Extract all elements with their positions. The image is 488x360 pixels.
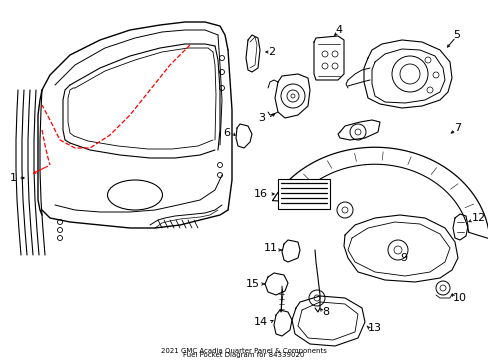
Text: 12: 12	[471, 213, 485, 223]
Text: 2: 2	[267, 47, 275, 57]
Text: 3: 3	[258, 113, 264, 123]
Text: 6: 6	[223, 128, 229, 138]
Text: 7: 7	[453, 123, 460, 133]
Text: 4: 4	[334, 25, 342, 35]
Text: 1: 1	[10, 173, 17, 183]
Text: 9: 9	[399, 253, 407, 263]
Text: 15: 15	[245, 279, 260, 289]
Text: 11: 11	[264, 243, 278, 253]
Text: 2021 GMC Acadia Quarter Panel & Components: 2021 GMC Acadia Quarter Panel & Componen…	[161, 348, 326, 354]
Text: 16: 16	[253, 189, 267, 199]
Text: 5: 5	[452, 30, 459, 40]
Text: 8: 8	[321, 307, 328, 317]
Text: 10: 10	[452, 293, 466, 303]
Bar	[278, 179, 329, 209]
Text: 13: 13	[367, 323, 381, 333]
Text: Fuel Pocket Diagram for 84339020: Fuel Pocket Diagram for 84339020	[183, 352, 304, 358]
Text: 14: 14	[253, 317, 267, 327]
